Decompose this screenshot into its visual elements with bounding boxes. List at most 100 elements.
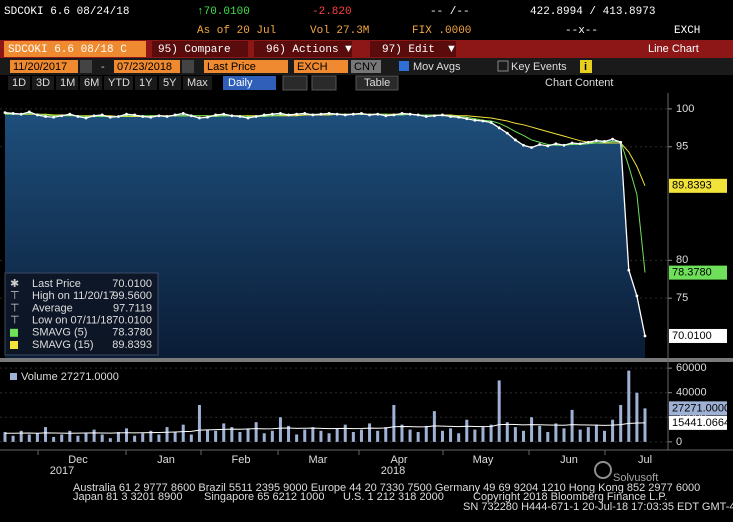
legend-value: 97.7119 bbox=[113, 302, 152, 314]
volume-bar bbox=[343, 424, 347, 442]
series-line bbox=[5, 112, 646, 187]
legend-label: High on 11/20/17 bbox=[32, 290, 115, 302]
watermark-logo bbox=[594, 461, 612, 479]
price-point bbox=[562, 143, 566, 147]
period-button[interactable] bbox=[8, 76, 30, 90]
start-date: 11/20/2017 bbox=[13, 61, 67, 73]
key-events: Key Events bbox=[511, 61, 567, 73]
last-value-label: 70.0100 bbox=[672, 330, 712, 342]
security-box[interactable] bbox=[4, 41, 146, 57]
volume-bar bbox=[92, 429, 96, 442]
x-tick-label: May bbox=[473, 454, 494, 466]
legend-swatch bbox=[10, 373, 17, 380]
price-point bbox=[408, 112, 412, 116]
x-tick-label: Jul bbox=[638, 454, 652, 466]
frequency-select[interactable] bbox=[223, 76, 276, 90]
checkbox[interactable] bbox=[399, 61, 409, 71]
volume-bar bbox=[602, 430, 606, 442]
actions-button[interactable] bbox=[254, 41, 352, 57]
currency-select[interactable] bbox=[351, 60, 381, 73]
compare-button[interactable] bbox=[152, 41, 248, 57]
field: Last Price bbox=[207, 61, 256, 73]
volume-summary: Vol 27.3M bbox=[310, 25, 369, 37]
price-point bbox=[254, 115, 258, 118]
volume-bar bbox=[424, 425, 428, 442]
chart-content[interactable]: Chart Content bbox=[545, 77, 613, 89]
volume-bar bbox=[116, 432, 120, 442]
period-button[interactable] bbox=[104, 76, 133, 90]
volume-bar bbox=[400, 424, 404, 442]
volume-bar bbox=[52, 436, 56, 442]
x-tick-label: Jun bbox=[560, 454, 578, 466]
volume-bar bbox=[76, 435, 80, 442]
volume-bar bbox=[157, 434, 161, 442]
start-input[interactable] bbox=[10, 60, 78, 73]
volume-bar bbox=[84, 433, 88, 442]
period-button[interactable] bbox=[56, 76, 78, 90]
price-point bbox=[133, 113, 137, 117]
end-input[interactable] bbox=[114, 60, 180, 73]
edit-button[interactable] bbox=[370, 41, 456, 57]
price-point bbox=[100, 113, 104, 117]
volume-bar bbox=[643, 408, 647, 442]
volume-bar bbox=[368, 423, 372, 442]
price-point bbox=[222, 112, 226, 116]
mov-avgs: Mov Avgs bbox=[413, 61, 461, 73]
source-select[interactable] bbox=[294, 60, 348, 73]
view-name: Line Chart bbox=[648, 43, 699, 55]
price-point bbox=[335, 112, 339, 116]
volume-bar bbox=[505, 422, 509, 442]
price-point bbox=[481, 119, 485, 123]
volume-bar bbox=[627, 370, 631, 442]
period: YTD bbox=[108, 77, 130, 89]
volume-bar bbox=[538, 425, 542, 442]
volume-bar bbox=[619, 405, 623, 442]
price-point bbox=[360, 112, 363, 115]
volume-bar bbox=[319, 430, 323, 442]
price-point bbox=[3, 111, 7, 115]
bar-type-button[interactable] bbox=[311, 75, 337, 91]
price-point bbox=[60, 114, 64, 118]
volume-bar bbox=[108, 438, 112, 442]
price-point bbox=[392, 113, 396, 117]
x-tick-label: Apr bbox=[390, 454, 407, 466]
volume-bar bbox=[173, 432, 177, 442]
period-button[interactable] bbox=[183, 76, 212, 90]
x-tick-label: Mar bbox=[309, 454, 328, 466]
volume-bar bbox=[60, 434, 64, 442]
period-button[interactable] bbox=[159, 76, 181, 90]
chart-type-button[interactable] bbox=[282, 75, 308, 91]
period-button[interactable] bbox=[80, 76, 102, 90]
volume-bar bbox=[635, 392, 639, 442]
field-select[interactable] bbox=[204, 60, 288, 73]
end-date: 07/23/2018 bbox=[117, 61, 172, 73]
volume-bar bbox=[254, 422, 258, 442]
legend-glyph: ⊤ bbox=[10, 315, 20, 327]
price-point bbox=[530, 146, 533, 149]
volume-bar bbox=[530, 417, 534, 442]
volume-bar bbox=[222, 423, 226, 442]
period-button[interactable] bbox=[32, 76, 54, 90]
period: 1Y bbox=[139, 77, 153, 89]
legend-label: Low on 07/11/18 bbox=[32, 315, 113, 327]
volume-bar bbox=[440, 430, 444, 442]
as-of: As of 20 Jul bbox=[197, 25, 276, 37]
volume-bar bbox=[554, 423, 558, 442]
volume-bar bbox=[141, 433, 145, 442]
security: SDCOKI 6.6 08/18 C bbox=[8, 44, 127, 56]
y-tick-label: 95 bbox=[676, 141, 688, 153]
calendar-icon[interactable] bbox=[80, 60, 92, 73]
last-value-label: 15441.0664 bbox=[672, 417, 730, 429]
price-point bbox=[76, 115, 80, 118]
volume-bar bbox=[270, 430, 274, 442]
price-point bbox=[416, 113, 420, 117]
period-button[interactable] bbox=[135, 76, 157, 90]
period: Max bbox=[187, 77, 208, 89]
checkbox[interactable] bbox=[497, 60, 509, 72]
price-point bbox=[376, 112, 380, 116]
table-button[interactable] bbox=[355, 75, 399, 91]
price-point bbox=[108, 115, 112, 119]
calendar-icon[interactable] bbox=[182, 60, 194, 73]
info-button[interactable] bbox=[580, 60, 592, 73]
